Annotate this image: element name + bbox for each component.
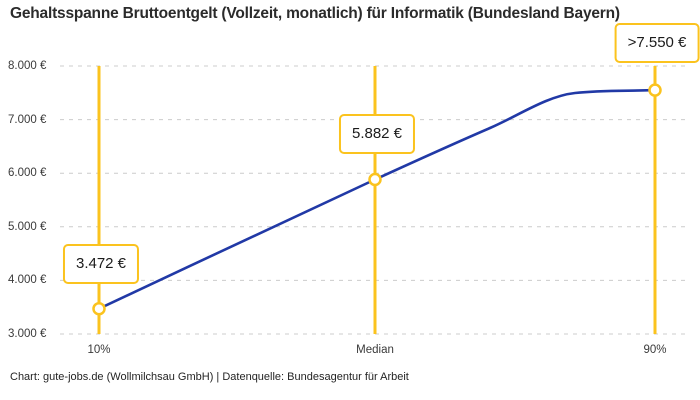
x-tick-label-p90: 90% xyxy=(643,344,667,356)
salary-curve xyxy=(97,88,657,310)
value-label-p90: >7.550 € xyxy=(614,23,700,63)
value-label-p10: 3.472 € xyxy=(62,244,140,284)
data-point-marker xyxy=(92,301,106,316)
chart-credit: Chart: gute-jobs.de (Wollmilchsau GmbH) … xyxy=(10,371,409,383)
data-point-marker xyxy=(648,83,662,97)
y-tick-label-8000: 8.000 € xyxy=(8,60,47,72)
y-tick-label-7000: 7.000 € xyxy=(8,113,47,126)
y-tick-label-4000: 4.000 € xyxy=(8,274,47,287)
y-tick-label-5000: 5.000 € xyxy=(8,220,47,233)
y-tick-label-3000: 3.000 € xyxy=(8,328,47,340)
data-point-marker xyxy=(368,172,382,187)
chart-title: Gehaltsspanne Bruttoentgelt (Vollzeit, m… xyxy=(10,5,620,22)
y-tick-label-6000: 6.000 € xyxy=(8,167,47,180)
x-tick-label-median: Median xyxy=(356,344,394,356)
x-tick-label-p10: 10% xyxy=(87,344,111,356)
value-label-median: 5.882 € xyxy=(338,114,416,154)
